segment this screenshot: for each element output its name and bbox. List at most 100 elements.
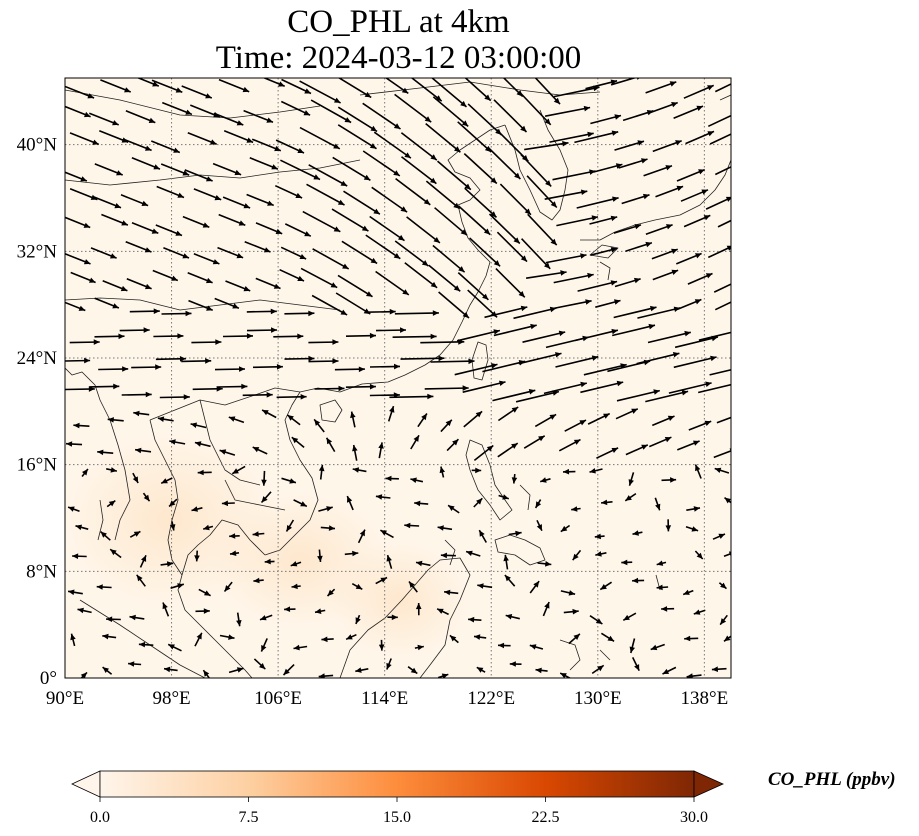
wind-arrow [665, 519, 672, 532]
wind-arrow [410, 434, 420, 450]
wind-arrow [317, 549, 323, 562]
wind-arrow [458, 205, 491, 236]
wind-arrow [673, 105, 704, 119]
wind-arrow [212, 162, 242, 176]
wind-arrow [477, 583, 493, 589]
wind-arrow [89, 383, 120, 390]
wind-arrow [242, 392, 273, 398]
wind-arrow [345, 633, 357, 641]
wind-arrow [261, 409, 277, 419]
wind-arrow [440, 552, 456, 559]
wind-arrow [318, 673, 334, 678]
wind-arrow [400, 132, 438, 161]
wind-arrow [595, 551, 607, 557]
wind-arrow [656, 560, 667, 566]
wind-arrow [589, 215, 618, 225]
wind-arrow [168, 498, 178, 508]
wind-arrow [471, 467, 482, 474]
wind-arrow [599, 581, 613, 591]
wind-arrow [280, 246, 307, 260]
wind-arrow [505, 614, 520, 620]
wind-arrow [404, 262, 438, 289]
wind-arrow [408, 581, 418, 593]
wind-arrow [535, 667, 548, 674]
wind-arrow [160, 561, 174, 567]
wind-arrow [300, 267, 338, 289]
wind-arrow [677, 440, 700, 451]
wind-arrow [375, 494, 391, 500]
wind-arrow [682, 589, 694, 596]
wind-arrow [151, 140, 181, 154]
wind-arrow [65, 253, 91, 265]
wind-arrow [193, 188, 222, 201]
wind-arrow [346, 495, 354, 511]
wind-arrow [231, 465, 246, 475]
wind-arrow [70, 633, 76, 647]
wind-arrow [380, 529, 394, 539]
wind-arrow [430, 78, 468, 108]
wind-arrow [648, 436, 672, 448]
wind-arrow [223, 130, 254, 144]
wind-arrow [590, 114, 622, 125]
wind-arrow [536, 519, 543, 532]
wind-arrow [625, 241, 653, 252]
wind-arrow [334, 366, 365, 373]
wind-arrow [246, 308, 277, 315]
wind-arrow [191, 506, 203, 512]
wind-arrow [447, 504, 460, 514]
wind-arrow [576, 196, 619, 209]
wind-arrow [219, 449, 236, 456]
lon-tick-label: 130°E [574, 688, 622, 709]
wind-arrow [685, 526, 699, 532]
wind-arrow [369, 215, 405, 242]
wind-arrow [394, 240, 429, 267]
wind-arrow [202, 669, 211, 678]
wind-arrow [564, 419, 587, 432]
wind-arrow [352, 444, 358, 461]
wind-arrow [161, 310, 192, 317]
wind-arrow [280, 159, 321, 181]
wind-arrow [714, 166, 731, 176]
wind-arrow [629, 638, 636, 654]
map-area [64, 77, 732, 679]
wind-arrow [151, 79, 183, 94]
wind-arrow [252, 446, 268, 455]
wind-arrow [493, 323, 537, 337]
wind-arrow [484, 305, 528, 319]
wind-arrow [229, 550, 240, 556]
wind-arrow [424, 385, 469, 391]
wind-arrow [355, 614, 361, 625]
wind-arrow [284, 223, 312, 237]
wind-arrow [585, 79, 618, 90]
wind-arrow [326, 588, 336, 597]
wind-arrow [299, 126, 341, 150]
wind-arrow [662, 666, 677, 675]
wind-arrow [94, 297, 120, 309]
wind-arrow [259, 614, 273, 621]
wind-arrow [98, 366, 129, 372]
wind-arrow [509, 661, 522, 667]
wind-arrow [375, 327, 407, 333]
wind-arrow [225, 280, 251, 292]
wind-arrow [101, 213, 129, 226]
wind-arrow [65, 441, 83, 447]
wind-arrow [337, 78, 372, 99]
wind-arrow [621, 559, 633, 566]
wind-arrow [157, 416, 174, 422]
colorbar-tick-label: 15.0 [383, 809, 411, 826]
wind-arrow [521, 238, 551, 270]
wind-arrow [65, 216, 91, 229]
colorbar-tick-label: 22.5 [532, 809, 560, 826]
wind-arrow [299, 80, 341, 104]
wind-arrow [90, 247, 117, 259]
wind-arrow [365, 234, 401, 260]
wind-arrow [308, 339, 339, 345]
wind-arrow [291, 436, 305, 449]
wind-arrow [152, 269, 179, 282]
wind-arrow [106, 616, 121, 622]
wind-arrow [439, 466, 445, 478]
lat-tick-label: 32°N [17, 241, 58, 262]
wind-arrow [631, 657, 640, 672]
wind-arrow [102, 633, 117, 640]
wind-arrow [253, 577, 264, 584]
